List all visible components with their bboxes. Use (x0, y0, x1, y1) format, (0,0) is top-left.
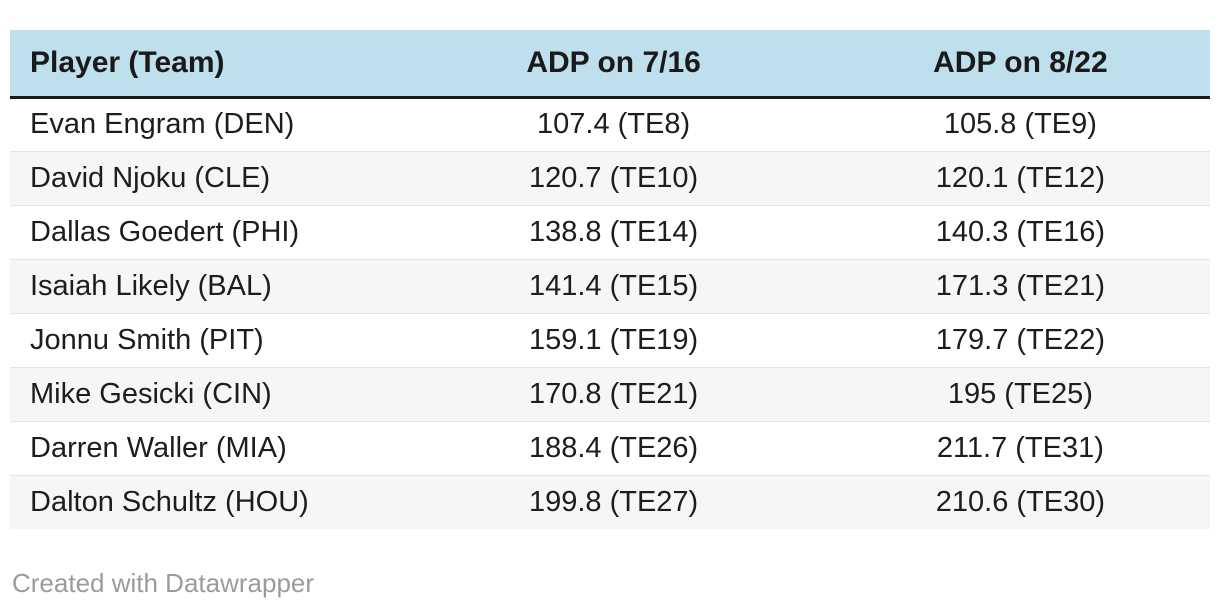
table-header: Player (Team) ADP on 7/16 ADP on 8/22 (10, 30, 1210, 99)
adp-7-16-cell: 107.4 (TE8) (537, 108, 691, 140)
player-team-cell: Darren Waller (MIA) (10, 420, 397, 475)
adp-8-22-cell: 140.3 (TE16) (830, 204, 1210, 259)
table-row: Jonnu Smith (PIT) 159.1 (TE19) 179.7 (TE… (10, 312, 1210, 367)
table-row: Mike Gesicki (CIN) 170.8 (TE21) 195 (TE2… (10, 366, 1210, 421)
player-team-cell: David Njoku (CLE) (10, 150, 397, 205)
adp-7-16-cell: 120.7 (TE10) (396, 150, 831, 205)
datawrapper-credit-link[interactable]: Created with Datawrapper (12, 568, 315, 598)
adp-7-16-cell: 159.1 (TE19) (396, 312, 831, 367)
table-body: Evan Engram (DEN) 107.4 (TE8) 105.8 (TE9… (10, 97, 1210, 529)
player-team-cell: Mike Gesicki (CIN) (10, 366, 397, 421)
table-row: Darren Waller (MIA) 188.4 (TE26) 211.7 (… (10, 420, 1210, 475)
player-team-cell: Dallas Goedert (PHI) (10, 204, 397, 259)
adp-comparison-table: Player (Team) ADP on 7/16 ADP on 8/22 Ev… (10, 30, 1210, 529)
table-row: Dallas Goedert (PHI) 138.8 (TE14) 140.3 … (10, 204, 1210, 259)
adp-table-container: Player (Team) ADP on 7/16 ADP on 8/22 Ev… (10, 30, 1210, 529)
player-team-cell: Evan Engram (DEN) (30, 108, 295, 140)
table-row: Dalton Schultz (HOU) 199.8 (TE27) 210.6 … (10, 474, 1210, 529)
adp-7-16-cell: 170.8 (TE21) (396, 366, 831, 421)
adp-8-22-cell: 210.6 (TE30) (830, 474, 1210, 529)
adp-8-22-cell: 179.7 (TE22) (830, 312, 1210, 367)
adp-7-16-cell: 199.8 (TE27) (396, 474, 831, 529)
table-row: Evan Engram (DEN) 107.4 (TE8) 105.8 (TE9… (10, 97, 1210, 151)
adp-8-22-cell: 195 (TE25) (830, 366, 1210, 421)
player-team-cell: Dalton Schultz (HOU) (10, 474, 397, 529)
adp-7-16-cell: 141.4 (TE15) (396, 258, 831, 313)
column-header-adp-8-22: ADP on 8/22 (830, 30, 1210, 99)
adp-8-22-cell: 120.1 (TE12) (830, 150, 1210, 205)
adp-8-22-cell: 171.3 (TE21) (830, 258, 1210, 313)
table-row: Isaiah Likely (BAL) 141.4 (TE15) 171.3 (… (10, 258, 1210, 313)
adp-7-16-cell: 138.8 (TE14) (396, 204, 831, 259)
column-header-adp-7-16: ADP on 7/16 (396, 30, 831, 99)
adp-7-16-cell: 188.4 (TE26) (396, 420, 831, 475)
adp-8-22-cell: 211.7 (TE31) (830, 420, 1210, 475)
adp-8-22-cell: 105.8 (TE9) (943, 108, 1097, 140)
player-team-cell: Jonnu Smith (PIT) (10, 312, 397, 367)
table-row: David Njoku (CLE) 120.7 (TE10) 120.1 (TE… (10, 150, 1210, 205)
header-row: Player (Team) ADP on 7/16 ADP on 8/22 (10, 30, 1210, 99)
player-team-cell: Isaiah Likely (BAL) (10, 258, 397, 313)
column-header-player-team: Player (Team) (10, 30, 397, 99)
